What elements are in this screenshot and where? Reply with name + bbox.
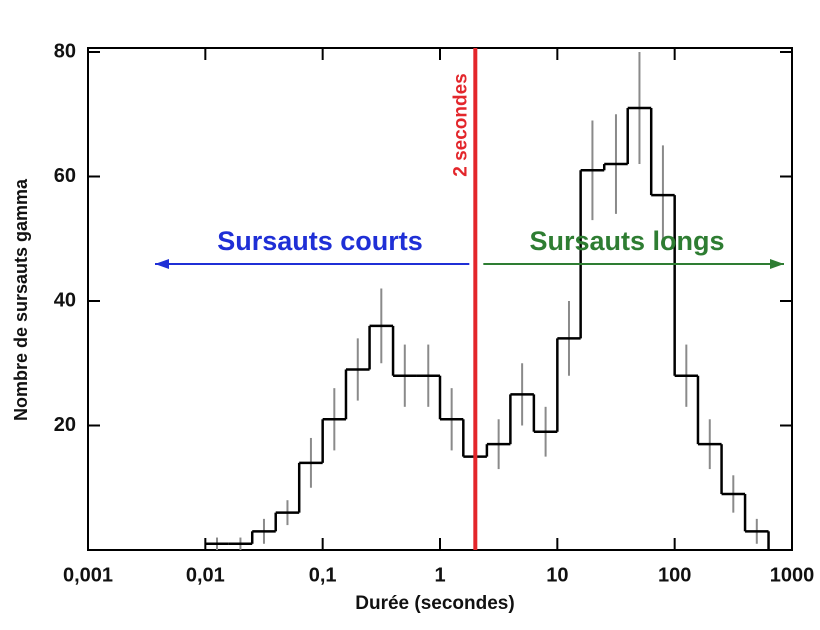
x-tick-label: 0,001 [63,564,113,586]
x-tick-label: 0,01 [186,564,225,586]
arrow-head [770,259,784,269]
annotation-label: Sursauts courts [217,226,423,256]
threshold-label: 2 secondes [450,73,471,177]
x-tick-label: 1000 [770,564,815,586]
y-tick-label: 60 [54,165,76,187]
y-tick-label: 20 [54,414,76,436]
x-tick-label: 1 [434,564,445,586]
annotation-label: Sursauts longs [529,226,724,256]
y-axis-label: Nombre de sursauts gamma [11,178,31,421]
plot-frame [87,47,793,551]
x-axis-label: Durée (secondes) [355,593,514,614]
x-tick-label: 0,1 [309,564,337,586]
x-tick-label: 10 [546,564,568,586]
x-tick-label: 100 [658,564,691,586]
arrow-head [155,259,169,269]
y-tick-label: 40 [54,289,76,311]
y-tick-label: 80 [54,40,76,62]
